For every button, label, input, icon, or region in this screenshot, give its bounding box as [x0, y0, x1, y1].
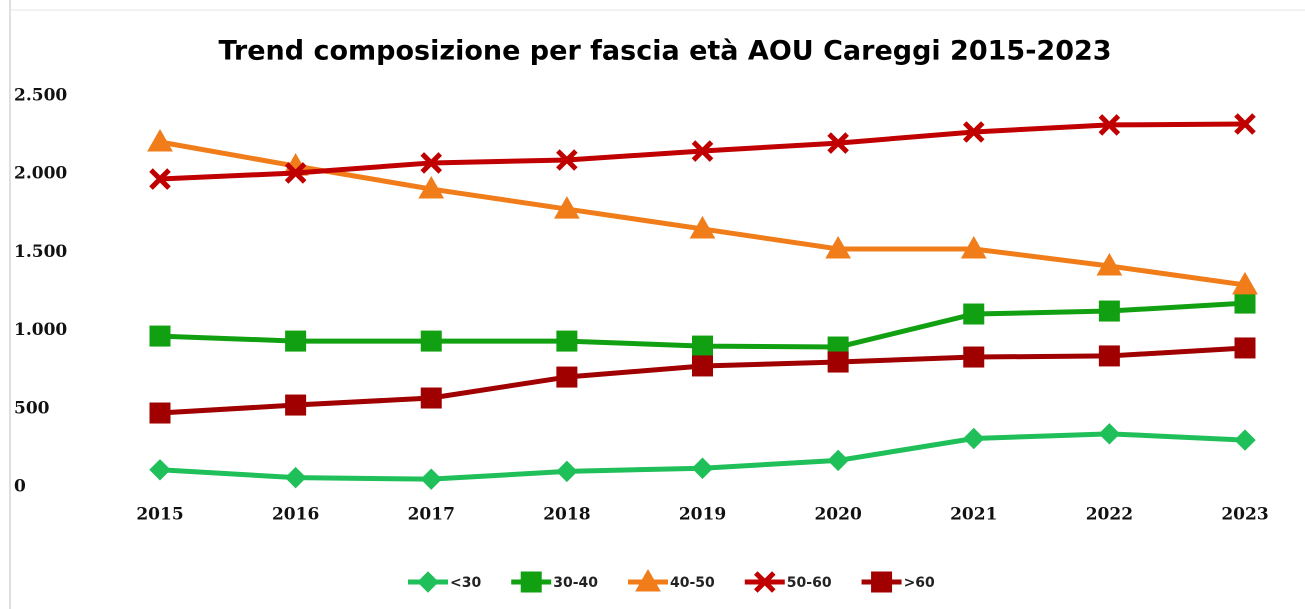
legend-marker: [754, 571, 776, 593]
data-point: [1098, 114, 1121, 136]
legend-label: >60: [904, 575, 935, 591]
data-point: [1234, 337, 1256, 359]
data-point: [556, 149, 578, 171]
data-point: [285, 394, 307, 416]
data-point: [962, 121, 985, 143]
x-tick-label: 2023: [1221, 505, 1268, 525]
data-point: [149, 168, 171, 190]
data-point: [1234, 429, 1256, 451]
x-tick-label: 2022: [1086, 505, 1133, 525]
data-point: [556, 460, 578, 483]
x-tick-label: 2021: [950, 505, 997, 525]
y-tick-label: 2.000: [14, 164, 67, 184]
data-point: [418, 176, 445, 199]
data-point: [1096, 252, 1123, 276]
y-tick-label: 1.000: [14, 320, 67, 340]
x-tick-label: 2015: [136, 505, 183, 525]
data-point: [825, 235, 851, 259]
data-point: [1234, 113, 1256, 135]
x-tick-label: 2020: [814, 505, 861, 525]
data-point: [420, 468, 442, 490]
data-point: [1098, 300, 1120, 322]
x-tick-label: 2018: [543, 505, 590, 525]
y-tick-label: 2.500: [14, 86, 67, 106]
data-point: [827, 449, 849, 472]
legend-item: >60: [861, 571, 935, 593]
data-point: [692, 355, 713, 377]
data-point: [420, 152, 443, 174]
legend-item: 30-40: [511, 571, 598, 593]
x-tick-label: 2016: [272, 505, 319, 525]
data-point: [556, 366, 578, 388]
data-point: [1234, 292, 1256, 314]
legend-label: 40-50: [670, 575, 715, 591]
y-tick-label: 1.500: [14, 242, 67, 262]
y-tick-label: 500: [14, 398, 50, 418]
data-point: [691, 140, 714, 162]
legend-marker: [520, 571, 542, 593]
data-point: [1098, 423, 1121, 445]
legend-marker: [417, 571, 439, 593]
x-tick-label: 2019: [679, 505, 726, 525]
legend-label: 30-40: [553, 575, 598, 591]
data-point: [149, 459, 171, 481]
data-point: [963, 427, 985, 450]
legend-label: 50-60: [787, 575, 832, 591]
data-point: [1232, 271, 1258, 295]
data-point: [556, 330, 578, 352]
data-point: [147, 128, 173, 152]
y-tick-label: 0: [14, 477, 26, 497]
legend-label: <30: [450, 575, 481, 591]
data-point: [960, 235, 987, 259]
legend-marker: [635, 568, 661, 592]
data-point: [692, 335, 713, 357]
data-point: [691, 457, 714, 479]
data-point: [689, 215, 716, 239]
data-point: [554, 196, 580, 219]
data-point: [284, 162, 307, 184]
data-point: [420, 387, 442, 409]
legend-marker: [871, 571, 893, 593]
data-point: [149, 325, 171, 347]
legend-item: 50-60: [744, 571, 832, 593]
data-point: [963, 303, 985, 325]
data-point: [827, 132, 849, 154]
data-point: [149, 402, 171, 424]
legend-item: 40-50: [628, 568, 715, 592]
data-point: [827, 351, 849, 373]
x-tick-label: 2017: [408, 505, 455, 525]
data-point: [1098, 345, 1120, 367]
chart-title: Trend composizione per fascia età AOU Ca…: [218, 36, 1111, 67]
legend-item: <30: [408, 571, 481, 593]
data-point: [284, 466, 307, 489]
data-point: [963, 346, 985, 368]
data-point: [285, 330, 307, 352]
data-point: [420, 330, 442, 352]
